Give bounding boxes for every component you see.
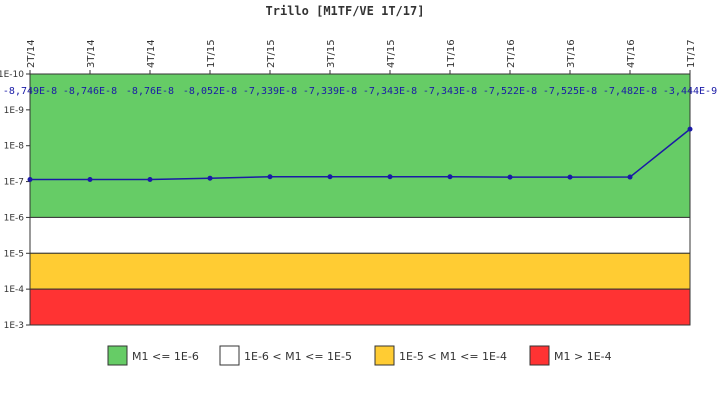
- bands: [29, 73, 691, 326]
- x-tick-label-4: 2T/15: [266, 39, 277, 68]
- series-line: [29, 128, 691, 181]
- data-point-4: [267, 174, 273, 180]
- legend-label-2: 1E-5 < M1 <= 1E-4: [399, 350, 507, 363]
- legend-swatch-1: [219, 345, 240, 366]
- data-point-2: [147, 177, 153, 183]
- y-tick-label-7: 1E-3: [4, 321, 24, 331]
- series: [27, 126, 693, 183]
- data-point-10: [627, 174, 633, 180]
- y-axis: 1E-10 1E-9 1E-8 1E-7 1E-6 1E-5 1E-4 1E-3: [0, 70, 31, 331]
- x-tick-label-3: 1T/15: [206, 39, 217, 68]
- x-tick-label-1: 3T/14: [86, 39, 97, 68]
- legend-label-0: M1 <= 1E-6: [132, 350, 199, 363]
- x-tick-label-0: 2T/14: [26, 39, 37, 68]
- y-tick-label-2: 1E-8: [4, 142, 25, 152]
- band-0: [29, 73, 691, 218]
- legend-label-1: 1E-6 < M1 <= 1E-5: [244, 350, 352, 363]
- x-tick-label-9: 3T/16: [566, 39, 577, 68]
- y-tick-label-1: 1E-9: [4, 106, 25, 116]
- x-tick-label-11: 1T/17: [686, 39, 697, 68]
- data-point-11: [687, 126, 693, 132]
- data-labels: -8,749E-8 -8,746E-8 -8,76E-8 -8,052E-8 -7,33…: [3, 86, 717, 97]
- data-point-8: [507, 174, 513, 180]
- legend-label-3: M1 > 1E-4: [554, 350, 612, 363]
- data-label-6: -7,343E-8: [363, 86, 417, 97]
- data-point-7: [447, 174, 453, 180]
- x-tick-label-7: 1T/16: [446, 39, 457, 68]
- data-point-1: [87, 176, 93, 182]
- legend-swatch-3: [529, 345, 550, 366]
- x-tick-label-6: 4T/15: [386, 39, 397, 68]
- data-label-8: -7,522E-8: [483, 86, 537, 97]
- data-point-6: [387, 174, 393, 180]
- data-label-3: -8,052E-8: [183, 86, 237, 97]
- data-label-11: -3,444E-9: [663, 86, 717, 97]
- legend-swatch-2: [374, 345, 395, 366]
- data-point-0: [27, 176, 33, 182]
- band-1: [29, 216, 691, 254]
- data-label-2: -8,76E-8: [126, 86, 174, 97]
- legend-swatch-0: [107, 345, 128, 366]
- band-3: [29, 288, 691, 326]
- data-label-10: -7,482E-8: [603, 86, 657, 97]
- legend: M1 <= 1E-6 1E-6 < M1 <= 1E-5 1E-5 < M1 <= …: [107, 345, 612, 366]
- y-tick-label-5: 1E-5: [4, 249, 24, 259]
- data-label-4: -7,339E-8: [243, 86, 297, 97]
- band-2: [29, 252, 691, 290]
- chart-title: Trillo [M1TF/VE 1T/17]: [266, 4, 425, 18]
- x-axis: 2T/14 3T/14 4T/14 1T/15 2T/15 3T/15 4T/15 1T/16…: [26, 39, 697, 74]
- data-point-5: [327, 174, 333, 180]
- x-tick-label-5: 3T/15: [326, 39, 337, 68]
- data-point-3: [207, 175, 213, 181]
- data-label-1: -8,746E-8: [63, 86, 117, 97]
- data-point-9: [567, 174, 573, 180]
- data-label-7: -7,343E-8: [423, 86, 477, 97]
- y-tick-label-3: 1E-7: [4, 178, 24, 188]
- data-label-9: -7,525E-8: [543, 86, 597, 97]
- y-tick-label-0: 1E-10: [0, 70, 24, 80]
- y-tick-label-6: 1E-4: [4, 285, 25, 295]
- x-tick-label-2: 4T/14: [146, 39, 157, 68]
- data-label-5: -7,339E-8: [303, 86, 357, 97]
- y-tick-label-4: 1E-6: [4, 213, 25, 223]
- x-tick-label-8: 2T/16: [506, 39, 517, 68]
- data-label-0: -8,749E-8: [3, 86, 57, 97]
- x-tick-label-10: 4T/16: [626, 39, 637, 68]
